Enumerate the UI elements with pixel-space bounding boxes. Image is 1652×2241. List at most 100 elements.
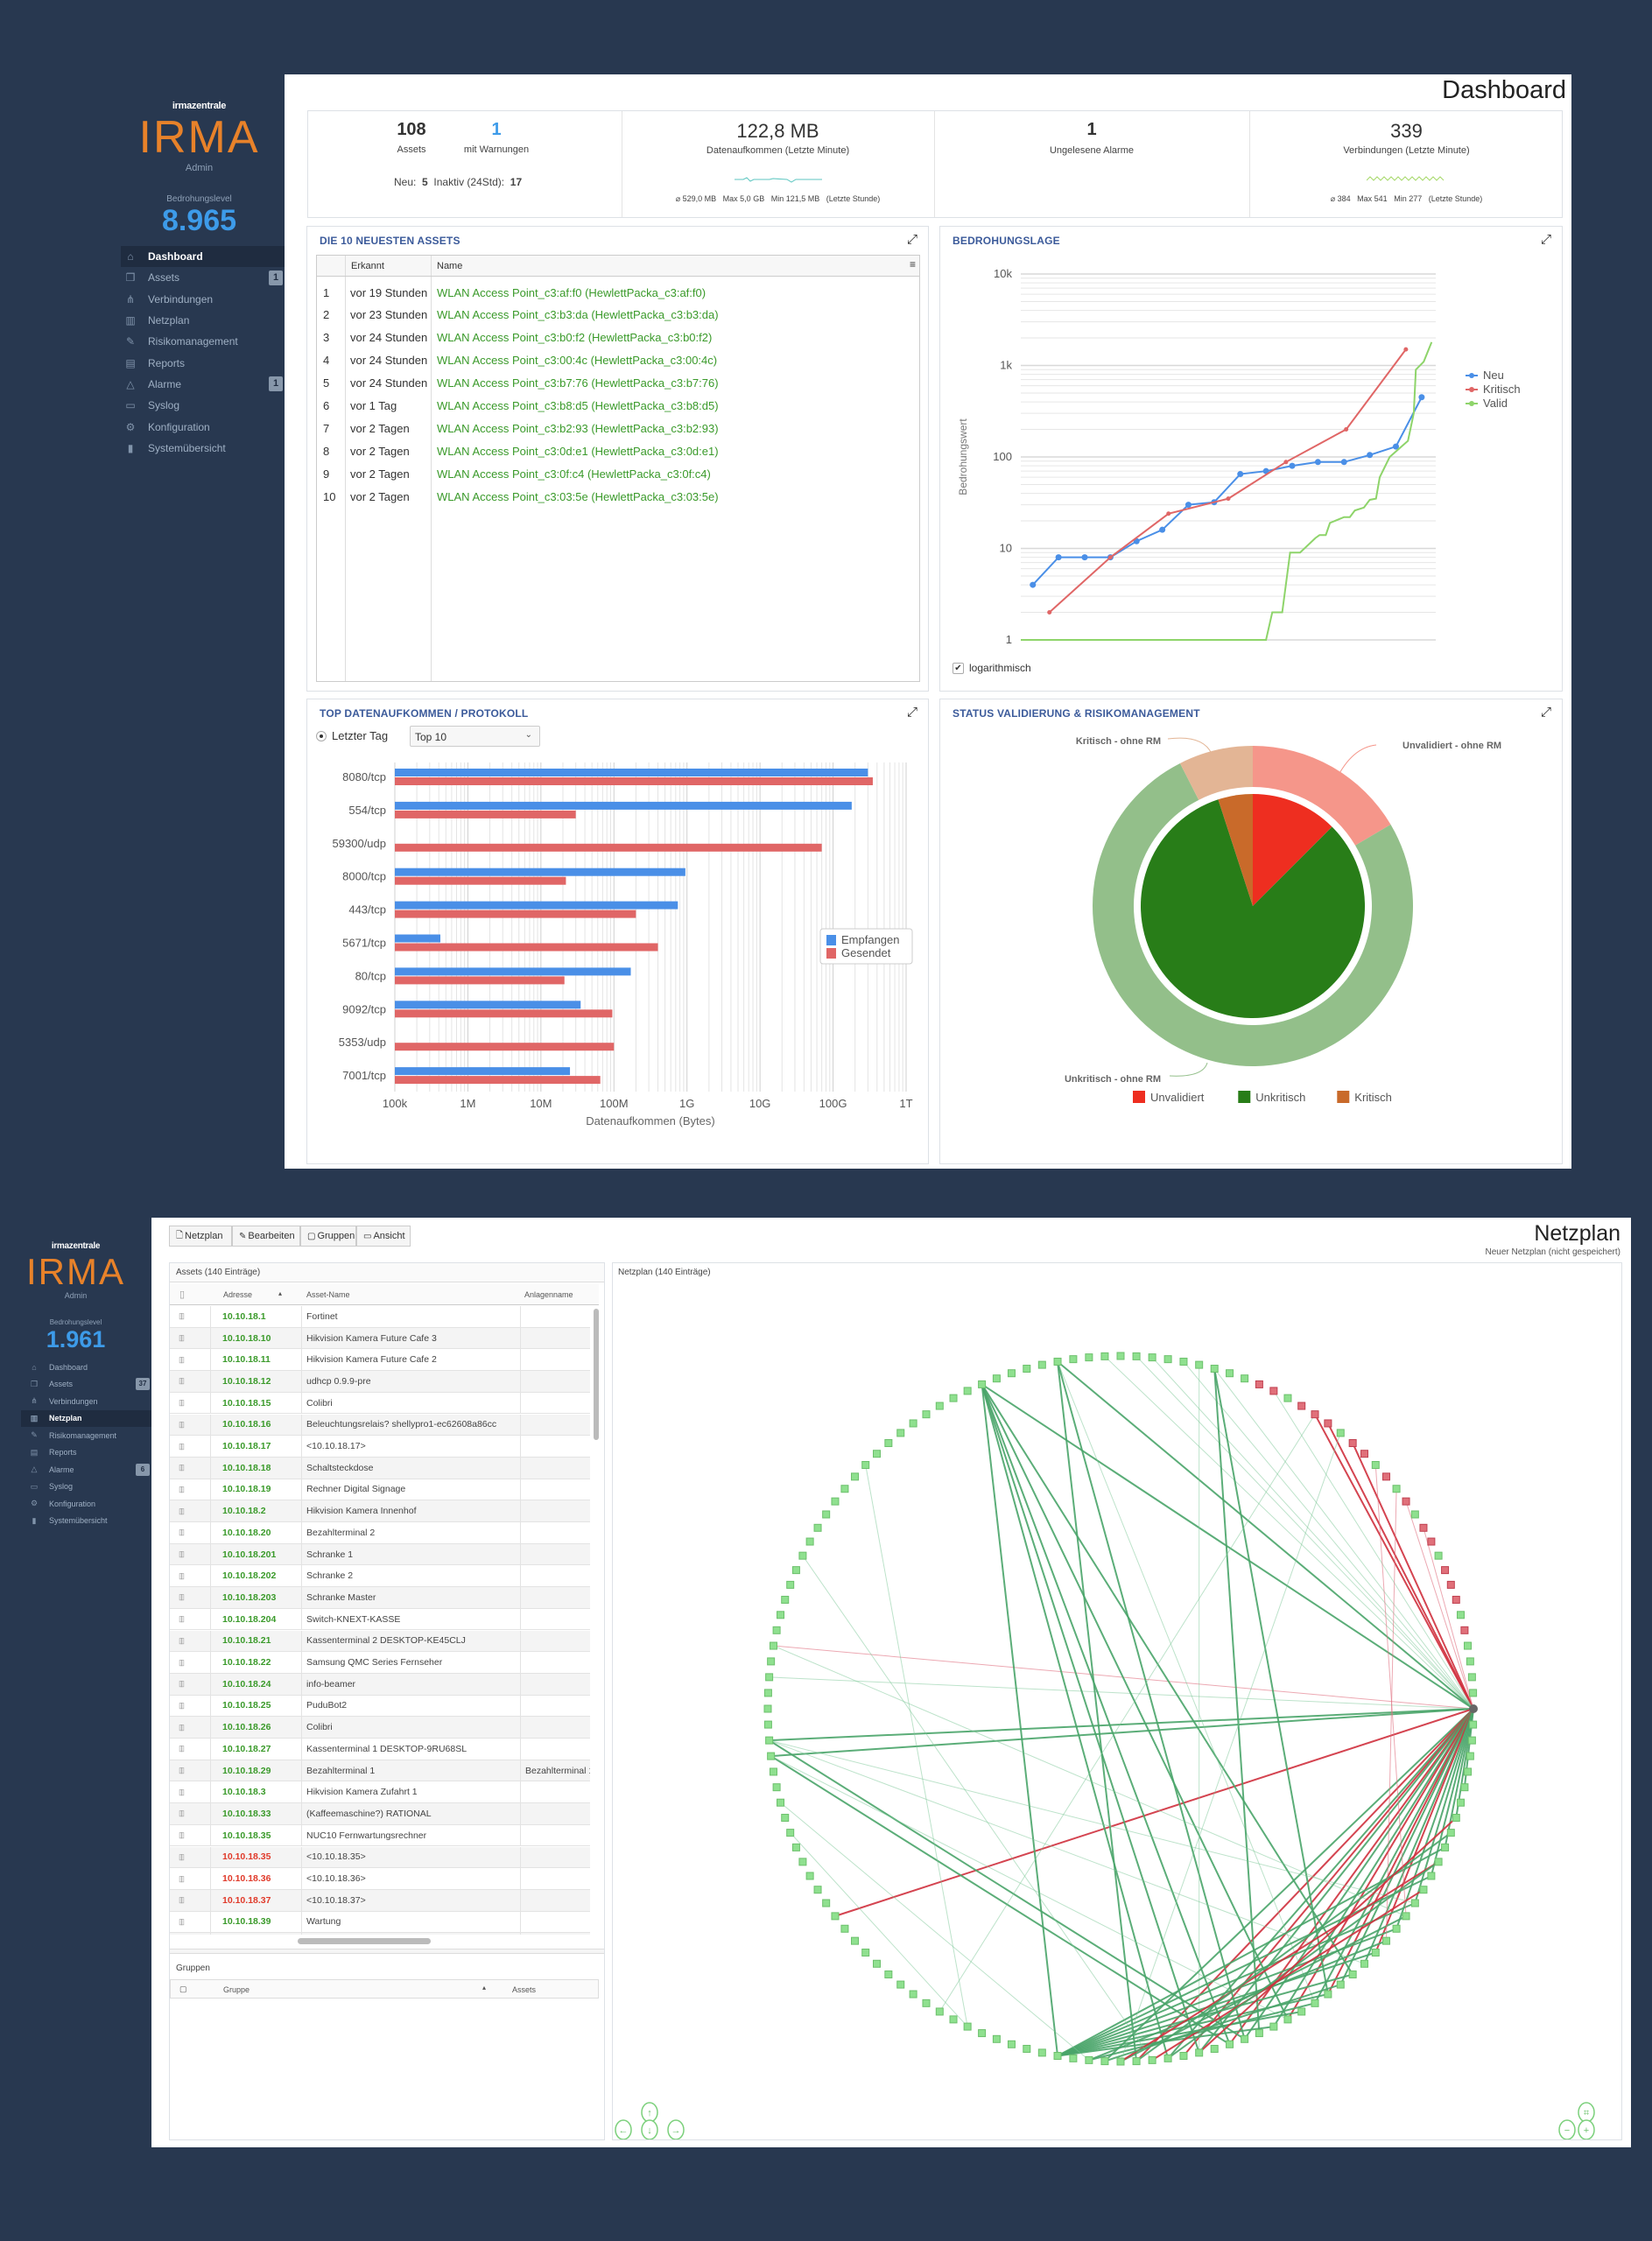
table-row[interactable]: ▯▯ 10.10.18.203 Schranke Master bbox=[170, 1587, 590, 1609]
col-erkannt[interactable]: Erkannt bbox=[351, 261, 384, 271]
sort-asc-icon[interactable]: ▴ bbox=[482, 1984, 487, 1992]
asset-address[interactable]: 10.10.18.18 bbox=[222, 1462, 271, 1473]
asset-address[interactable]: 10.10.18.10 bbox=[222, 1332, 271, 1344]
map-icon[interactable]: ▯▯ bbox=[179, 1376, 185, 1386]
row-asset-link[interactable]: WLAN Access Point_c3:00:4c (HewlettPacka… bbox=[437, 354, 718, 368]
table-row[interactable]: ▯▯ 10.10.18.33 (Kaffeemaschine?) RATIONAL bbox=[170, 1803, 590, 1825]
map-icon[interactable]: ▯▯ bbox=[179, 1506, 185, 1515]
sidebar-item-verbindungen[interactable]: ⋔ Verbindungen bbox=[21, 1393, 151, 1410]
sidebar-item-reports[interactable]: ▤ Reports bbox=[21, 1444, 151, 1462]
sidebar-item-assets[interactable]: ❒ Assets 1 bbox=[121, 267, 285, 288]
map-icon[interactable]: ▯▯ bbox=[179, 1895, 185, 1905]
table-row[interactable]: 5 vor 24 Stunden WLAN Access Point_c3:b7:7… bbox=[317, 372, 919, 395]
alarms-count[interactable]: 1 bbox=[1086, 120, 1097, 139]
map-icon[interactable]: ▯▯ bbox=[179, 1787, 185, 1796]
table-row[interactable]: ▯▯ 10.10.18.15 Colibri bbox=[170, 1392, 590, 1415]
top-n-select[interactable]: Top 10 ⌄ bbox=[410, 726, 540, 747]
toolbar-bearbeiten-button[interactable]: ✎ Bearbeiten bbox=[232, 1226, 300, 1247]
map-icon[interactable]: ▯▯ bbox=[179, 1809, 185, 1818]
splitter-handle[interactable] bbox=[170, 1949, 604, 1954]
map-icon[interactable]: ▯▯ bbox=[179, 1333, 185, 1343]
expand-icon[interactable]: ⤢ bbox=[1540, 232, 1551, 247]
map-icon[interactable]: ▯▯ bbox=[179, 1311, 185, 1321]
sidebar-item-konfiguration[interactable]: ⚙ Konfiguration bbox=[121, 416, 285, 437]
fit-view-button[interactable]: ⌗ bbox=[1584, 2108, 1589, 2118]
column-menu-icon[interactable]: ≡ bbox=[909, 258, 916, 270]
table-row[interactable]: ▯▯ 10.10.18.37 <10.10.18.37> bbox=[170, 1889, 590, 1912]
col-name[interactable]: Name bbox=[437, 261, 463, 271]
table-row[interactable]: 3 vor 24 Stunden WLAN Access Point_c3:b0:f… bbox=[317, 327, 919, 349]
asset-address[interactable]: 10.10.18.17 bbox=[222, 1441, 271, 1452]
sidebar-item-risikomanagement[interactable]: ✎ Risikomanagement bbox=[121, 331, 285, 352]
sidebar-item-dashboard[interactable]: ⌂ Dashboard bbox=[121, 246, 285, 268]
pan-left-button[interactable]: ← bbox=[619, 2125, 629, 2136]
table-row[interactable]: ▯▯ 10.10.18.20 Bezahlterminal 2 bbox=[170, 1522, 590, 1544]
asset-address[interactable]: 10.10.18.37 bbox=[222, 1894, 271, 1906]
row-asset-link[interactable]: WLAN Access Point_c3:b0:f2 (HewlettPacka… bbox=[437, 331, 713, 345]
row-asset-link[interactable]: WLAN Access Point_c3:0d:e1 (HewlettPacka… bbox=[437, 444, 719, 458]
sidebar-item-syslog[interactable]: ▭ Syslog bbox=[21, 1479, 151, 1496]
asset-address[interactable]: 10.10.18.33 bbox=[222, 1808, 271, 1819]
map-icon[interactable]: ▯▯ bbox=[179, 1484, 185, 1493]
table-row[interactable]: ▯▯ 10.10.18.12 udhcp 0.9.9-pre bbox=[170, 1371, 590, 1393]
warnings-count[interactable]: 1 bbox=[491, 120, 502, 139]
map-icon[interactable]: ▯▯ bbox=[179, 1635, 185, 1645]
table-row[interactable]: ▯▯ 10.10.18.1 Fortinet bbox=[170, 1306, 590, 1328]
row-asset-link[interactable]: WLAN Access Point_c3:af:f0 (HewlettPacka… bbox=[437, 285, 706, 299]
map-icon[interactable]: ▯▯ bbox=[179, 1592, 185, 1602]
sidebar-item-netzplan[interactable]: ▥ Netzplan bbox=[121, 310, 285, 331]
row-asset-link[interactable]: WLAN Access Point_c3:0f:c4 (HewlettPacka… bbox=[437, 467, 711, 481]
map-icon[interactable]: ▯▯ bbox=[179, 1657, 185, 1667]
table-row[interactable]: ▯▯10.10.18.4Alarmanlage bbox=[170, 1933, 590, 1935]
table-row[interactable]: ▯▯ 10.10.18.10 Hikvision Kamera Future Caf… bbox=[170, 1327, 590, 1350]
table-row[interactable]: ▯▯ 10.10.18.39 Wartung bbox=[170, 1911, 590, 1934]
sidebar-item-alarme[interactable]: △ Alarme 1 bbox=[121, 374, 285, 395]
map-icon[interactable]: ▯▯ bbox=[179, 1851, 185, 1861]
sidebar-item-assets[interactable]: ❒ Assets 37 bbox=[21, 1376, 151, 1394]
pan-up-button[interactable]: ↑ bbox=[647, 2108, 652, 2118]
asset-address[interactable]: 10.10.18.202 bbox=[222, 1570, 277, 1582]
row-asset-link[interactable]: WLAN Access Point_c3:b3:da (HewlettPacka… bbox=[437, 308, 719, 322]
asset-address[interactable]: 10.10.18.27 bbox=[222, 1743, 271, 1754]
asset-address[interactable]: 10.10.18.12 bbox=[222, 1375, 271, 1387]
asset-address[interactable]: 10.10.18.15 bbox=[222, 1397, 271, 1409]
map-icon[interactable]: ▯▯ bbox=[179, 1614, 185, 1624]
map-icon[interactable]: ▯▯ bbox=[179, 1354, 185, 1364]
asset-address[interactable]: 10.10.18.20 bbox=[222, 1527, 271, 1538]
table-row[interactable]: ▯▯ 10.10.18.36 <10.10.18.36> bbox=[170, 1868, 590, 1890]
zoom-out-button[interactable]: − bbox=[1564, 2125, 1570, 2136]
table-row[interactable]: ▯▯ 10.10.18.17 <10.10.18.17> bbox=[170, 1436, 590, 1458]
asset-address[interactable]: 10.10.18.36 bbox=[222, 1873, 271, 1885]
map-icon[interactable]: ▯▯ bbox=[179, 1463, 185, 1472]
asset-address[interactable]: 10.10.18.25 bbox=[222, 1700, 271, 1711]
col-gruppe[interactable]: Gruppe bbox=[223, 1985, 250, 1994]
table-row[interactable]: ▯▯ 10.10.18.25 PuduBot2 bbox=[170, 1695, 590, 1718]
asset-address[interactable]: 10.10.18.1 bbox=[222, 1310, 266, 1322]
table-row[interactable]: ▯▯ 10.10.18.21 Kassenterminal 2 DESKTOP-KE… bbox=[170, 1630, 590, 1653]
col-asset-name[interactable]: Asset-Name bbox=[306, 1290, 350, 1299]
map-icon[interactable]: ▯▯ bbox=[179, 1528, 185, 1537]
table-row[interactable]: ▯▯ 10.10.18.22 Samsung QMC Series Fernsehe… bbox=[170, 1652, 590, 1674]
row-asset-link[interactable]: WLAN Access Point_c3:03:5e (HewlettPacka… bbox=[437, 489, 719, 503]
table-row[interactable]: ▯▯ 10.10.18.35 NUC10 Fernwartungsrechner bbox=[170, 1824, 590, 1847]
table-row[interactable]: ▯▯ 10.10.18.29 Bezahlterminal 1 Bezahltermi… bbox=[170, 1760, 590, 1782]
map-icon[interactable]: ▯▯ bbox=[179, 1570, 185, 1580]
sidebar-item-alarme[interactable]: △ Alarme 6 bbox=[21, 1461, 151, 1479]
col-assets[interactable]: Assets bbox=[512, 1985, 537, 1994]
table-row[interactable]: ▯▯ 10.10.18.27 Kassenterminal 1 DESKTOP-9R… bbox=[170, 1739, 590, 1760]
table-row[interactable]: ▯▯ 10.10.18.11 Hikvision Kamera Future Caf… bbox=[170, 1349, 590, 1372]
table-row[interactable]: ▯▯ 10.10.18.18 Schaltsteckdose bbox=[170, 1457, 590, 1479]
asset-address[interactable]: 10.10.18.204 bbox=[222, 1613, 277, 1625]
pan-right-button[interactable]: → bbox=[671, 2125, 681, 2136]
table-row[interactable]: ▯▯ 10.10.18.202 Schranke 2 bbox=[170, 1565, 590, 1588]
pan-down-button[interactable]: ↓ bbox=[647, 2125, 652, 2136]
table-row[interactable]: ▯▯ 10.10.18.204 Switch-KNEXT-KASSE bbox=[170, 1608, 590, 1631]
asset-address[interactable]: 10.10.18.24 bbox=[222, 1678, 271, 1690]
checkbox-checked-icon[interactable]: ✔ bbox=[953, 662, 964, 674]
map-icon[interactable]: ▯▯ bbox=[179, 1744, 185, 1753]
asset-address[interactable]: 10.10.18.21 bbox=[222, 1635, 271, 1647]
table-row[interactable]: 9 vor 2 Tagen WLAN Access Point_c3:0f:c4 (… bbox=[317, 462, 919, 485]
table-row[interactable]: ▯▯ 10.10.18.2 Hikvision Kamera Innenhof bbox=[170, 1500, 590, 1522]
table-row[interactable]: ▯▯ 10.10.18.26 Colibri bbox=[170, 1717, 590, 1739]
sort-asc-icon[interactable]: ▴ bbox=[278, 1289, 283, 1297]
